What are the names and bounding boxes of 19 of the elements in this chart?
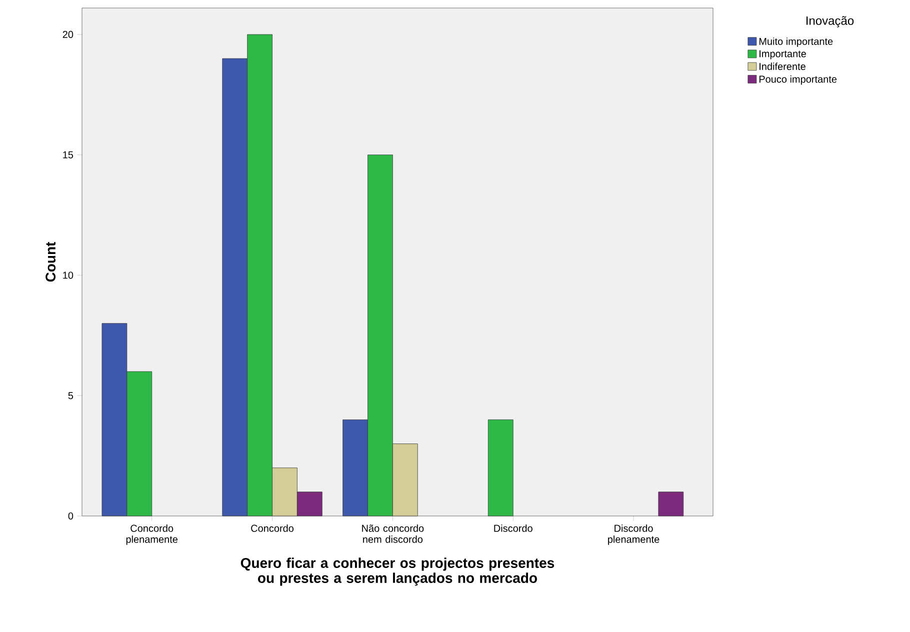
legend-label: Muito importante	[759, 38, 833, 47]
bar	[488, 419, 514, 516]
legend-title: Inovação	[806, 16, 854, 28]
x-tick-label: Concordo	[251, 524, 294, 532]
x-axis-title: Quero ficar a conhecer os projectos presentes ou prestes a serem lançados no mercado	[240, 558, 554, 586]
x-tick-label: Discordo	[494, 524, 532, 532]
x-tick-label: Não concordo nem discordo	[362, 524, 424, 543]
bar	[658, 492, 684, 516]
y-tick-label: 0	[68, 512, 74, 520]
y-axis-title: Count	[46, 242, 56, 282]
legend-label: Indiferente	[760, 62, 806, 70]
legend-label: Importante	[760, 50, 806, 60]
y-tick-label: 15	[63, 151, 74, 158]
y-tick-label: 20	[62, 30, 74, 38]
y-tick-label: 5	[68, 392, 74, 400]
x-tick-label: Discordo plenamente	[608, 524, 660, 545]
legend-label: Pouco importante	[759, 75, 837, 85]
y-tick-label: 10	[63, 272, 74, 279]
x-tick-label: Concordo plenamente	[126, 524, 178, 545]
